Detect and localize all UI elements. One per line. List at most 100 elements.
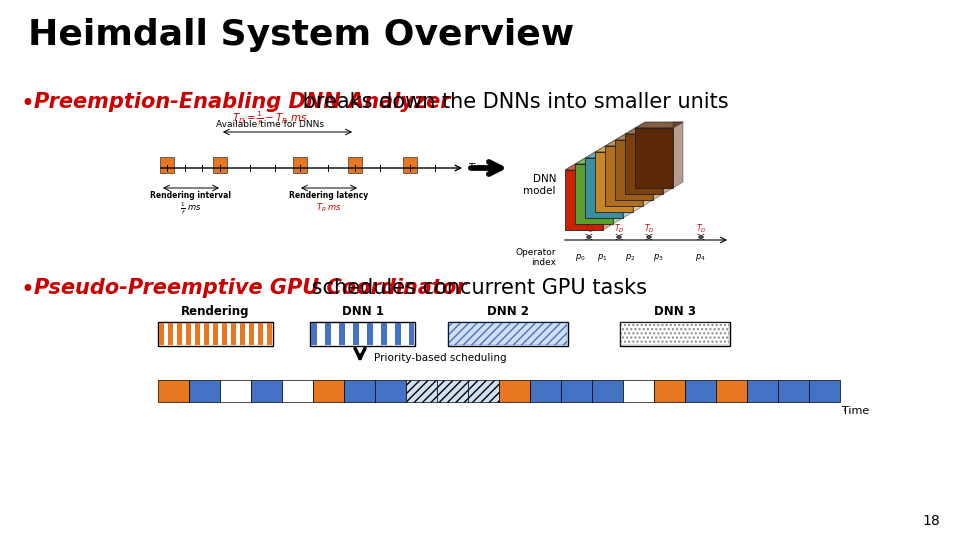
Bar	[585, 158, 623, 218]
Bar	[530, 380, 561, 402]
Bar	[499, 380, 530, 402]
Bar	[348, 157, 362, 173]
Bar	[213, 323, 218, 345]
Polygon shape	[585, 152, 633, 158]
Text: Rendering: Rendering	[181, 305, 250, 318]
Bar	[375, 380, 405, 402]
Bar	[468, 380, 498, 402]
Bar	[635, 128, 673, 188]
Bar	[409, 323, 414, 345]
Bar	[344, 380, 374, 402]
Bar	[240, 323, 245, 345]
Bar	[282, 380, 313, 402]
Text: Available time for DNNs: Available time for DNNs	[216, 120, 324, 129]
Bar	[605, 146, 643, 206]
Text: DNN 1: DNN 1	[342, 305, 383, 318]
Bar	[449, 323, 567, 345]
Text: $T_R\;ms$: $T_R\;ms$	[316, 201, 342, 213]
Bar	[685, 380, 715, 402]
Bar	[716, 380, 747, 402]
Bar	[565, 170, 603, 230]
Polygon shape	[605, 140, 653, 146]
Text: $p_2$: $p_2$	[625, 252, 636, 263]
Bar	[189, 380, 220, 402]
Bar	[177, 323, 181, 345]
Bar	[159, 323, 163, 345]
Bar	[437, 380, 468, 402]
Bar	[293, 157, 307, 173]
Bar	[213, 157, 227, 173]
Text: Heimdall System Overview: Heimdall System Overview	[28, 18, 574, 52]
Polygon shape	[625, 128, 673, 134]
Bar	[158, 322, 273, 346]
Bar	[448, 322, 568, 346]
Text: $\frac{1}{f}\;ms$: $\frac{1}{f}\;ms$	[180, 201, 202, 218]
Polygon shape	[633, 146, 643, 212]
Text: $p_4$: $p_4$	[695, 252, 706, 263]
Polygon shape	[653, 134, 663, 200]
Bar	[623, 380, 654, 402]
Bar	[654, 380, 684, 402]
Bar	[168, 323, 173, 345]
Bar	[195, 323, 200, 345]
Bar	[403, 157, 417, 173]
Text: ,: ,	[843, 398, 848, 412]
Text: schedules concurrent GPU tasks: schedules concurrent GPU tasks	[304, 278, 647, 298]
Bar	[249, 323, 253, 345]
Text: $T_D$: $T_D$	[644, 222, 655, 235]
Text: Time: Time	[842, 406, 869, 416]
Bar	[325, 323, 331, 345]
Text: $p_0$: $p_0$	[575, 252, 586, 263]
Text: $T_D$: $T_D$	[584, 222, 594, 235]
Text: $p_1$: $p_1$	[597, 252, 608, 263]
Bar	[778, 380, 808, 402]
Bar	[381, 323, 387, 345]
Text: $T_D$: $T_D$	[613, 222, 624, 235]
Bar	[339, 323, 346, 345]
Text: Operator
index: Operator index	[516, 248, 556, 267]
Polygon shape	[673, 122, 683, 188]
Bar	[575, 164, 613, 224]
Text: breaks down the DNNs into smaller units: breaks down the DNNs into smaller units	[297, 92, 729, 112]
Text: DNN
model: DNN model	[523, 174, 556, 196]
Text: 18: 18	[923, 514, 940, 528]
Bar	[267, 323, 272, 345]
Bar	[367, 323, 373, 345]
Bar	[313, 380, 344, 402]
Text: Pseudo-Preemptive GPU Coordinator: Pseudo-Preemptive GPU Coordinator	[34, 278, 467, 298]
Bar	[222, 323, 227, 345]
Text: $p_3$: $p_3$	[653, 252, 663, 263]
Polygon shape	[635, 122, 683, 128]
Polygon shape	[663, 128, 673, 194]
Text: Time: Time	[468, 163, 492, 173]
Bar	[231, 323, 236, 345]
Bar	[620, 322, 730, 346]
Text: •: •	[20, 278, 34, 302]
Bar	[615, 140, 653, 200]
Bar	[220, 380, 251, 402]
Polygon shape	[623, 152, 633, 218]
Bar	[311, 323, 318, 345]
Bar	[395, 323, 401, 345]
Bar	[186, 323, 191, 345]
Bar	[251, 380, 281, 402]
Text: $T_D$: $T_D$	[696, 222, 707, 235]
Polygon shape	[565, 164, 613, 170]
Text: DNN 3: DNN 3	[654, 305, 696, 318]
Bar	[160, 157, 174, 173]
Polygon shape	[613, 158, 623, 224]
Text: DNN 2: DNN 2	[487, 305, 529, 318]
Text: Preemption-Enabling DNN Analyzer: Preemption-Enabling DNN Analyzer	[34, 92, 450, 112]
Bar	[595, 152, 633, 212]
Text: Rendering interval: Rendering interval	[151, 191, 231, 200]
Bar	[204, 323, 208, 345]
Text: Priority-based scheduling: Priority-based scheduling	[374, 353, 507, 363]
Polygon shape	[615, 134, 663, 140]
Bar	[310, 322, 415, 346]
Text: •: •	[20, 92, 34, 116]
Polygon shape	[575, 158, 623, 164]
Polygon shape	[643, 140, 653, 206]
Bar	[809, 380, 839, 402]
Bar	[621, 323, 729, 345]
Bar	[561, 380, 591, 402]
